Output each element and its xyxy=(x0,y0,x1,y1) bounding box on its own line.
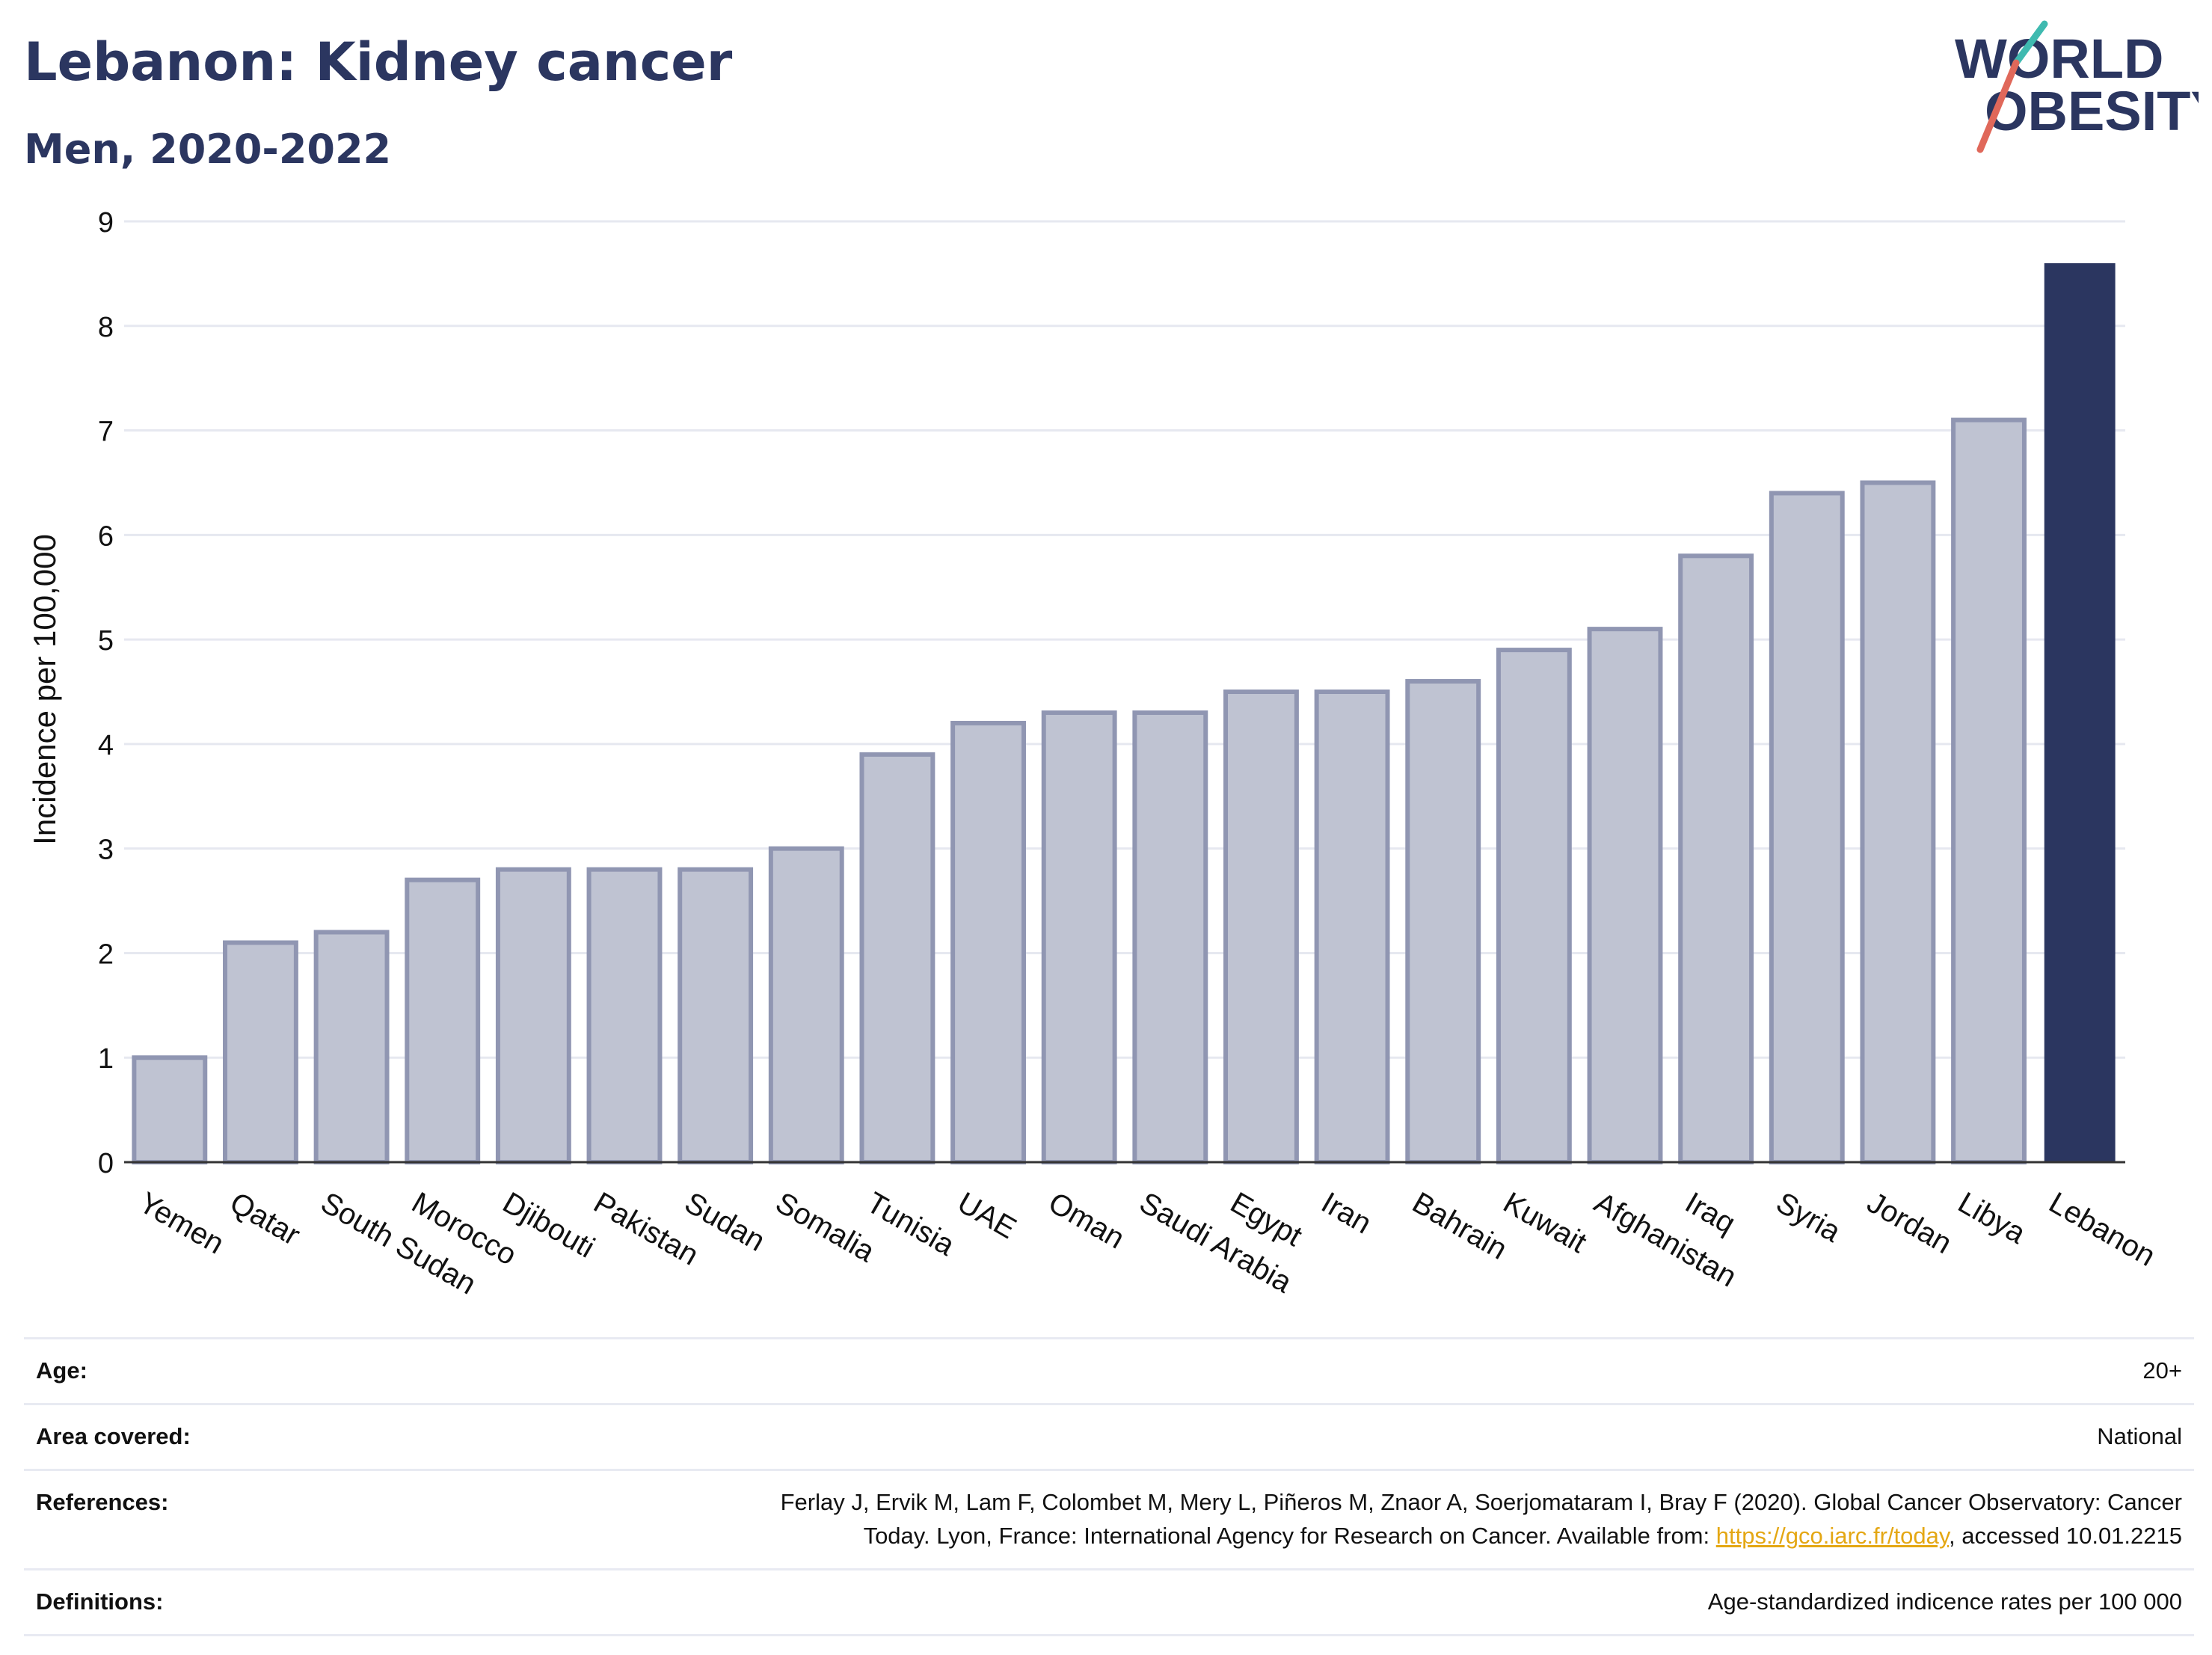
meta-area-label: Area covered: xyxy=(24,1402,571,1471)
bar-somalia xyxy=(768,846,844,1164)
y-tick-label: 7 xyxy=(98,417,114,448)
x-tick-label: Libya xyxy=(1953,1186,2031,1250)
x-tick-label: Tunisia xyxy=(861,1186,960,1262)
bar-kuwait xyxy=(1496,648,1572,1164)
x-tick-label: Iran xyxy=(1316,1186,1377,1241)
y-tick-label: 0 xyxy=(98,1148,114,1179)
meta-row-area: Area covered: National xyxy=(24,1402,2194,1471)
x-tick-label: UAE xyxy=(952,1186,1021,1245)
bar-jordan xyxy=(1860,480,1936,1164)
x-tick-label: Bahrain xyxy=(1407,1186,1512,1266)
y-tick-label: 6 xyxy=(98,521,114,552)
meta-references-value: Ferlay J, Ervik M, Lam F, Colombet M, Me… xyxy=(571,1468,2194,1570)
x-tick-label: Syria xyxy=(1771,1186,1847,1249)
y-tick-label: 2 xyxy=(98,939,114,970)
references-link[interactable]: https://gco.iarc.fr/today xyxy=(1715,1522,1950,1549)
logo-slash-coral-icon xyxy=(1976,59,2020,153)
chart-subtitle: Men, 2020-2022 xyxy=(24,126,392,173)
bar-tunisia xyxy=(859,752,936,1164)
meta-references-label: References: xyxy=(24,1468,571,1570)
x-tick-label: Jordan xyxy=(1861,1186,1957,1260)
y-tick-label: 1 xyxy=(98,1043,114,1075)
references-text-line-2: Today. Lyon, France: International Agenc… xyxy=(863,1522,1716,1549)
logo-line-1: WORLD xyxy=(1955,28,2164,90)
x-tick-label: Kuwait xyxy=(1498,1186,1592,1259)
bar-sudan xyxy=(678,867,754,1164)
bar-lebanon xyxy=(2044,262,2116,1162)
y-tick-label: 5 xyxy=(98,625,114,657)
references-text-line-2-end: , accessed 10.01.2215 xyxy=(1949,1522,2182,1549)
x-tick-label: Iraq xyxy=(1680,1186,1741,1241)
bar-afghanistan xyxy=(1587,627,1663,1164)
meta-row-references: References: Ferlay J, Ervik M, Lam F, Co… xyxy=(24,1468,2194,1570)
bars xyxy=(132,262,2116,1164)
y-tick-label: 3 xyxy=(98,835,114,866)
world-obesity-logo: WORLD OBESITY xyxy=(1955,20,2199,153)
y-tick-label: 9 xyxy=(98,207,114,239)
bar-syria xyxy=(1769,491,1845,1164)
bar-djibouti xyxy=(495,867,571,1164)
bar-uae xyxy=(950,720,1026,1164)
y-axis-label: Incidence per 100,000 xyxy=(27,534,62,845)
x-tick-label: Somalia xyxy=(770,1186,881,1269)
x-tick-label: Oman xyxy=(1043,1186,1130,1256)
bar-yemen xyxy=(132,1055,208,1164)
meta-definitions-label: Definitions: xyxy=(24,1568,571,1636)
x-tick-label: Saudi Arabia xyxy=(1134,1186,1297,1300)
x-tick-label: Qatar xyxy=(224,1186,306,1252)
references-text-line-1: Ferlay J, Ervik M, Lam F, Colombet M, Me… xyxy=(780,1488,2182,1515)
chart-title: Lebanon: Kidney cancer xyxy=(24,31,733,93)
logo-line-2: OBESITY xyxy=(1985,80,2199,142)
x-tick-label: Lebanon xyxy=(2044,1186,2161,1273)
bar-iran xyxy=(1314,690,1390,1164)
metadata-table: Age: 20+ Area covered: National Referenc… xyxy=(24,1337,2194,1636)
meta-row-age: Age: 20+ xyxy=(24,1337,2194,1405)
logo-slash-teal-icon xyxy=(2012,20,2048,67)
bar-saudi-arabia xyxy=(1132,710,1208,1164)
bar-qatar xyxy=(223,940,298,1164)
bar-egypt xyxy=(1223,690,1299,1164)
x-tick-label: Yemen xyxy=(133,1186,230,1261)
bar-iraq xyxy=(1678,553,1754,1164)
meta-row-definitions: Definitions: Age-standardized indicence … xyxy=(24,1568,2194,1636)
bar-bahrain xyxy=(1405,679,1481,1164)
bar-morocco xyxy=(405,877,481,1164)
bar-south-sudan xyxy=(313,930,390,1164)
y-tick-label: 4 xyxy=(98,730,114,761)
meta-definitions-value: Age-standardized indicence rates per 100… xyxy=(571,1568,2194,1636)
bar-oman xyxy=(1041,710,1117,1164)
meta-age-value: 20+ xyxy=(571,1337,2194,1405)
meta-area-value: National xyxy=(571,1402,2194,1471)
y-tick-label: 8 xyxy=(98,312,114,343)
x-tick-label: Pakistan xyxy=(589,1186,704,1272)
meta-age-label: Age: xyxy=(24,1337,571,1405)
bar-libya xyxy=(1951,417,2027,1164)
bar-pakistan xyxy=(586,867,663,1164)
